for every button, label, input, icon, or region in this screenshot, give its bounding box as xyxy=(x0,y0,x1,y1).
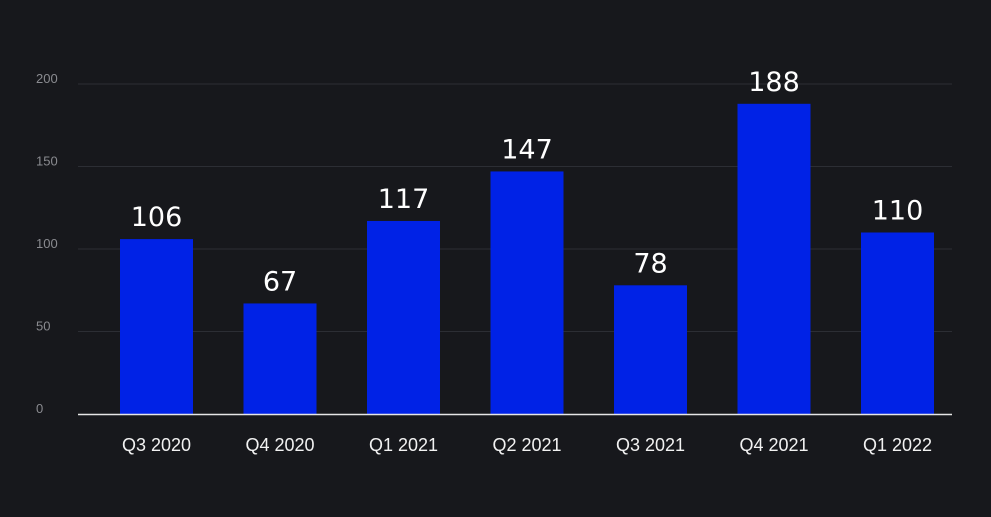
x-category-label: Q1 2022 xyxy=(863,435,932,455)
y-tick-label: 100 xyxy=(36,236,58,251)
data-label: 106 xyxy=(131,202,183,233)
x-category-label: Q4 2020 xyxy=(245,435,314,455)
x-category-label: Q1 2021 xyxy=(369,435,438,455)
bar xyxy=(861,232,934,414)
bar xyxy=(737,103,811,415)
y-tick-label: 0 xyxy=(36,401,43,416)
bar xyxy=(367,220,440,414)
x-category-label: Q3 2021 xyxy=(616,435,685,455)
data-label: 188 xyxy=(748,67,800,98)
data-label: 117 xyxy=(378,184,430,215)
data-label: 67 xyxy=(263,266,297,297)
bar xyxy=(243,303,317,414)
bar xyxy=(614,285,687,414)
y-tick-label: 150 xyxy=(36,154,58,169)
bar xyxy=(490,171,564,414)
data-label: 147 xyxy=(501,134,553,165)
x-category-label: Q2 2021 xyxy=(492,435,561,455)
x-category-label: Q4 2021 xyxy=(739,435,808,455)
y-tick-label: 200 xyxy=(36,71,58,86)
data-label: 110 xyxy=(872,196,924,227)
data-label: 78 xyxy=(633,248,667,279)
x-category-label: Q3 2020 xyxy=(122,435,191,455)
bar xyxy=(120,239,193,414)
y-tick-label: 50 xyxy=(36,319,50,334)
